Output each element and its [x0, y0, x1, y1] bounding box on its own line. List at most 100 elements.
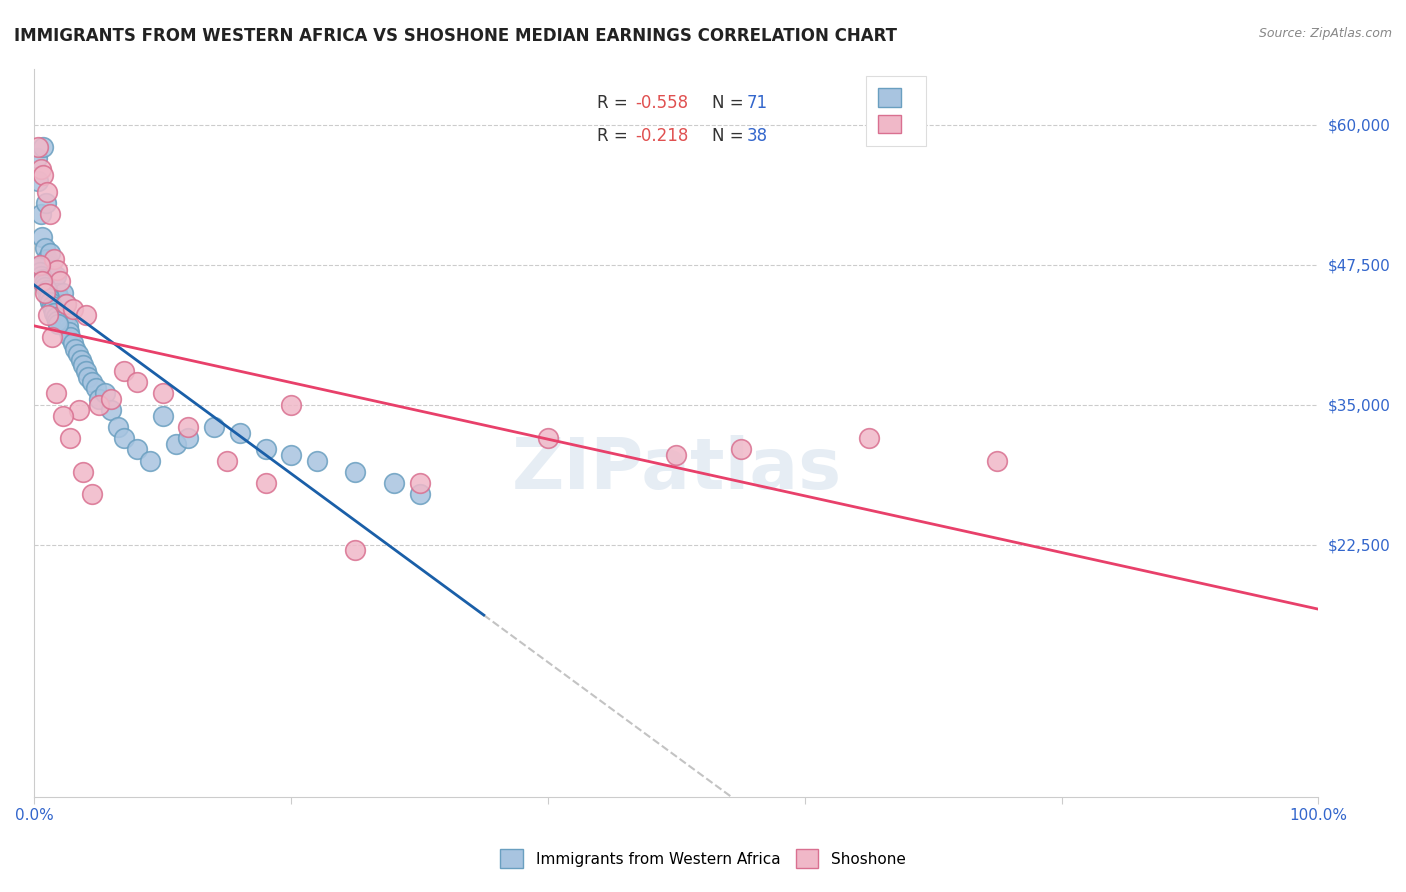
- Point: [67, 403, 90, 417]
- Point: [280, 398, 302, 412]
- Point: [107, 420, 129, 434]
- Point: [37, 258, 59, 272]
- Text: 71: 71: [747, 95, 768, 112]
- Point: [45, 313, 67, 327]
- Point: [46, 285, 69, 300]
- Point: [41, 330, 63, 344]
- Point: [34, 280, 56, 294]
- Point: [31, 272, 53, 286]
- Text: R =: R =: [596, 95, 633, 112]
- Point: [30, 268, 52, 283]
- Point: [59, 431, 82, 445]
- Point: [730, 442, 752, 457]
- Point: [72, 359, 94, 373]
- Point: [280, 448, 302, 462]
- Point: [37, 252, 59, 266]
- Legend: Immigrants from Western Africa, Shoshone: Immigrants from Western Africa, Shoshone: [494, 841, 912, 875]
- Point: [56, 319, 79, 334]
- Text: Source: ZipAtlas.com: Source: ZipAtlas.com: [1258, 27, 1392, 40]
- Text: -0.558: -0.558: [636, 95, 689, 112]
- Point: [82, 487, 104, 501]
- Point: [59, 330, 82, 344]
- Point: [46, 263, 69, 277]
- Point: [38, 246, 60, 260]
- Point: [51, 302, 73, 317]
- Point: [112, 431, 135, 445]
- Point: [37, 185, 59, 199]
- Point: [66, 347, 89, 361]
- Point: [58, 325, 80, 339]
- Point: [177, 420, 200, 434]
- Point: [44, 280, 66, 294]
- Point: [42, 252, 65, 266]
- Point: [87, 398, 110, 412]
- Point: [44, 306, 66, 320]
- Point: [38, 207, 60, 221]
- Point: [45, 310, 67, 325]
- Point: [38, 291, 60, 305]
- Point: [48, 291, 70, 305]
- Point: [165, 437, 187, 451]
- Point: [177, 431, 200, 445]
- Point: [27, 173, 49, 187]
- Point: [30, 162, 52, 177]
- Text: N =: N =: [713, 95, 749, 112]
- Point: [28, 258, 51, 272]
- Point: [72, 465, 94, 479]
- Point: [139, 453, 162, 467]
- Point: [35, 196, 58, 211]
- Point: [35, 283, 58, 297]
- Point: [41, 299, 63, 313]
- Point: [49, 274, 72, 288]
- Text: 38: 38: [747, 127, 768, 145]
- Point: [55, 297, 77, 311]
- Point: [62, 302, 84, 317]
- Point: [65, 342, 87, 356]
- Point: [32, 168, 55, 182]
- Point: [82, 375, 104, 389]
- Point: [42, 302, 65, 317]
- Point: [53, 313, 76, 327]
- Point: [69, 352, 91, 367]
- Point: [254, 442, 277, 457]
- Point: [152, 409, 174, 423]
- Point: [305, 453, 328, 467]
- Point: [127, 375, 149, 389]
- Point: [27, 260, 49, 275]
- Point: [27, 140, 49, 154]
- Text: -0.218: -0.218: [636, 127, 689, 145]
- Legend: , : ,: [866, 76, 925, 145]
- Point: [45, 268, 67, 283]
- Point: [32, 140, 55, 154]
- Point: [39, 294, 62, 309]
- Point: [94, 386, 117, 401]
- Point: [112, 364, 135, 378]
- Point: [408, 475, 430, 490]
- Point: [52, 285, 75, 300]
- Point: [28, 260, 51, 274]
- Point: [30, 207, 52, 221]
- Point: [31, 229, 53, 244]
- Point: [75, 364, 97, 378]
- Point: [215, 453, 238, 467]
- Point: [344, 465, 367, 479]
- Text: IMMIGRANTS FROM WESTERN AFRICA VS SHOSHONE MEDIAN EARNINGS CORRELATION CHART: IMMIGRANTS FROM WESTERN AFRICA VS SHOSHO…: [14, 27, 897, 45]
- Point: [229, 425, 252, 440]
- Point: [49, 297, 72, 311]
- Point: [344, 543, 367, 558]
- Point: [32, 277, 55, 291]
- Point: [30, 265, 52, 279]
- Point: [34, 285, 56, 300]
- Text: N =: N =: [713, 127, 749, 145]
- Point: [77, 369, 100, 384]
- Point: [34, 241, 56, 255]
- Point: [152, 386, 174, 401]
- Point: [39, 263, 62, 277]
- Point: [46, 317, 69, 331]
- Point: [127, 442, 149, 457]
- Point: [52, 409, 75, 423]
- Point: [87, 392, 110, 406]
- Point: [84, 381, 107, 395]
- Text: ZIPatlas: ZIPatlas: [512, 434, 841, 503]
- Point: [37, 288, 59, 302]
